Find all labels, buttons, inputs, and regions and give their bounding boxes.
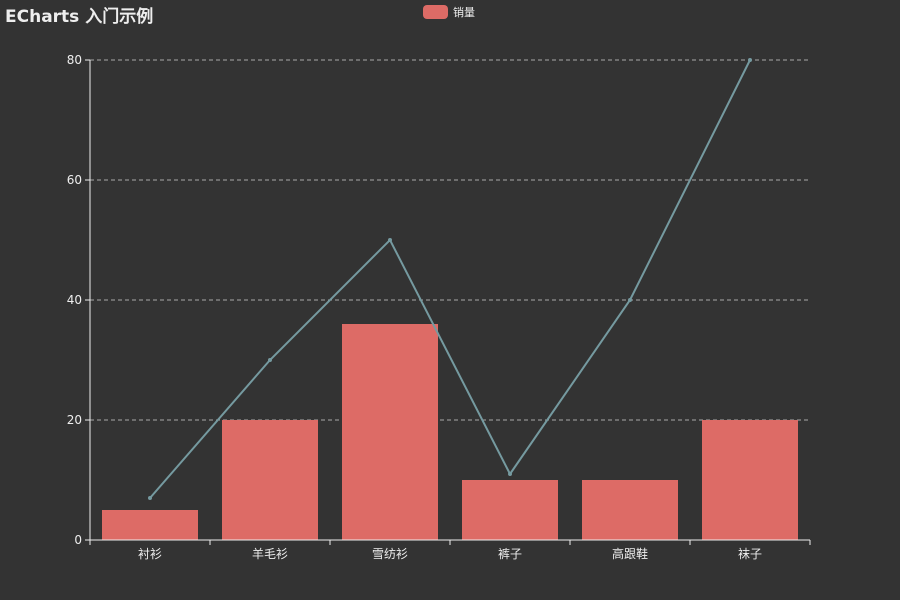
- line-point: [748, 58, 752, 62]
- bar: [102, 510, 198, 540]
- bar: [582, 480, 678, 540]
- x-tick-label: 羊毛衫: [252, 546, 288, 561]
- x-tick-label: 衬衫: [138, 547, 162, 561]
- bar: [342, 324, 438, 540]
- line-point: [148, 496, 152, 500]
- x-tick-label: 雪纺衫: [372, 547, 408, 561]
- legend[interactable]: 销量: [423, 4, 475, 20]
- y-tick-label: 60: [67, 173, 82, 187]
- bar: [222, 420, 318, 540]
- y-tick-label: 40: [67, 293, 82, 307]
- line-point: [388, 238, 392, 242]
- line-point: [268, 358, 272, 362]
- x-tick-label: 袜子: [738, 547, 762, 561]
- y-tick-label: 20: [67, 413, 82, 427]
- y-tick-label: 0: [74, 533, 82, 547]
- x-tick-label: 裤子: [498, 547, 522, 561]
- line-series: [149, 59, 751, 499]
- y-tick-label: 80: [67, 53, 82, 67]
- line-point: [628, 298, 632, 302]
- legend-swatch-icon: [423, 5, 448, 19]
- chart-title: ECharts 入门示例: [5, 7, 154, 27]
- bar: [702, 420, 798, 540]
- legend-label: 销量: [453, 6, 475, 19]
- line-point: [508, 472, 512, 476]
- x-tick-label: 高跟鞋: [612, 546, 648, 561]
- bar: [462, 480, 558, 540]
